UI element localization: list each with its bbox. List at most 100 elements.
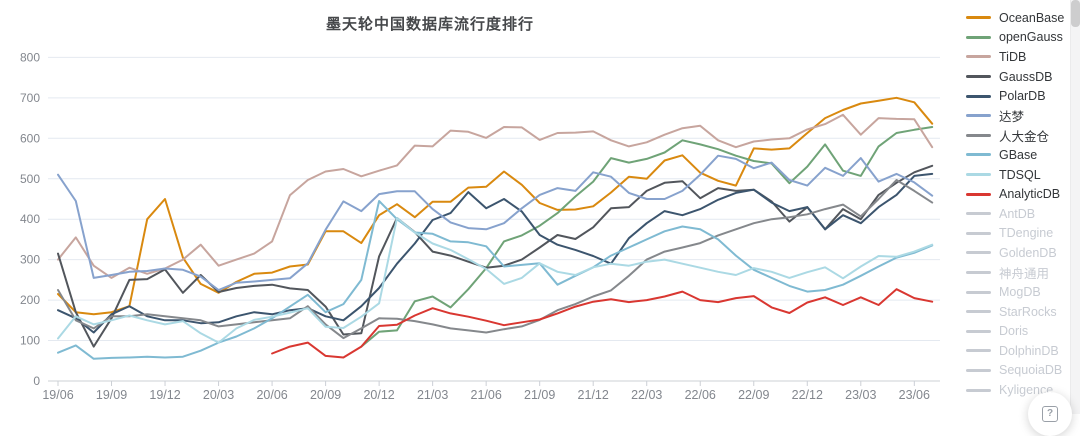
- x-axis-label: 23/06: [899, 388, 930, 402]
- scrollbar-thumb[interactable]: [1071, 0, 1080, 27]
- legend-label: MogDB: [999, 285, 1041, 300]
- legend-label: TiDB: [999, 49, 1027, 64]
- x-axis-label: 21/06: [471, 388, 502, 402]
- x-axis-label: 19/09: [96, 388, 127, 402]
- x-axis-label: 21/03: [417, 388, 448, 402]
- legend-swatch: [966, 251, 991, 255]
- y-axis-label: 400: [20, 212, 40, 226]
- chart-legend: OceanBase openGauss TiDB GaussDB PolarDB 达梦人大…: [966, 8, 1070, 400]
- help-shortcut-button[interactable]: ?: [1028, 392, 1072, 436]
- x-axis-label: 22/09: [738, 388, 769, 402]
- x-axis-label: 22/12: [792, 388, 823, 402]
- legend-item-DolphinDB[interactable]: DolphinDB: [966, 341, 1070, 361]
- legend-item-PolarDB[interactable]: PolarDB: [966, 86, 1070, 106]
- series-line-人大金仓[interactable]: [57, 179, 934, 340]
- legend-item-GaussDB[interactable]: GaussDB: [966, 67, 1070, 87]
- x-axis-label: 20/06: [256, 388, 287, 402]
- legend-item-GoldenDB[interactable]: GoldenDB: [966, 243, 1070, 263]
- legend-item-达梦[interactable]: 达梦: [966, 106, 1070, 126]
- legend-label: TDengine: [999, 226, 1054, 241]
- series-line-AnalyticDB[interactable]: [271, 288, 934, 359]
- legend-swatch: [966, 153, 991, 157]
- x-axis-label: 23/03: [845, 388, 876, 402]
- legend-item-TDSQL[interactable]: TDSQL: [966, 165, 1070, 185]
- legend-swatch: [966, 310, 991, 314]
- legend-label: 人大金仓: [999, 129, 1050, 144]
- legend-label: 神舟通用: [999, 267, 1050, 282]
- legend-swatch: [966, 329, 991, 333]
- legend-label: openGauss: [999, 30, 1063, 45]
- legend-item-TDengine[interactable]: TDengine: [966, 224, 1070, 244]
- legend-item-SequoiaDB[interactable]: SequoiaDB: [966, 361, 1070, 381]
- y-axis-label: 100: [20, 334, 40, 348]
- legend-label: PolarDB: [999, 89, 1046, 104]
- legend-swatch: [966, 368, 991, 372]
- series-line-达梦[interactable]: [57, 154, 934, 291]
- legend-item-openGauss[interactable]: openGauss: [966, 28, 1070, 48]
- y-axis-label: 700: [20, 91, 40, 105]
- legend-item-AnalyticDB[interactable]: AnalyticDB: [966, 184, 1070, 204]
- x-axis-label: 19/06: [42, 388, 73, 402]
- legend-swatch: [966, 16, 991, 20]
- legend-item-人大金仓[interactable]: 人大金仓: [966, 126, 1070, 146]
- legend-label: SequoiaDB: [999, 363, 1063, 378]
- series-line-TiDB[interactable]: [57, 113, 934, 279]
- x-axis-label: 20/12: [363, 388, 394, 402]
- legend-swatch: [966, 271, 991, 275]
- legend-swatch: [966, 133, 991, 137]
- legend-item-OceanBase[interactable]: OceanBase: [966, 8, 1070, 28]
- legend-label: OceanBase: [999, 10, 1065, 25]
- legend-item-神舟通用[interactable]: 神舟通用: [966, 263, 1070, 283]
- help-shortcut-icon: ?: [1042, 406, 1058, 422]
- chart-title: 墨天轮中国数据库流行度排行: [325, 16, 534, 33]
- legend-swatch: [966, 192, 991, 196]
- y-axis-label: 500: [20, 172, 40, 186]
- series-line-openGauss[interactable]: [360, 126, 934, 348]
- legend-swatch: [966, 75, 991, 79]
- x-axis-label: 20/03: [203, 388, 234, 402]
- legend-label: AnalyticDB: [999, 187, 1061, 202]
- legend-swatch: [966, 212, 991, 216]
- legend-item-StarRocks[interactable]: StarRocks: [966, 302, 1070, 322]
- legend-label: Doris: [999, 324, 1029, 339]
- x-axis-label: 21/12: [578, 388, 609, 402]
- series-line-PolarDB[interactable]: [57, 172, 934, 334]
- y-axis-label: 200: [20, 293, 40, 307]
- legend-label: GaussDB: [999, 69, 1053, 84]
- x-axis-label: 21/09: [524, 388, 555, 402]
- legend-swatch: [966, 349, 991, 353]
- x-axis-label: 19/12: [149, 388, 180, 402]
- legend-label: GBase: [999, 147, 1038, 162]
- scrollbar-track[interactable]: [1070, 0, 1080, 414]
- y-axis-label: 800: [20, 50, 40, 64]
- series-line-TDSQL[interactable]: [57, 217, 934, 344]
- line-chart-canvas[interactable]: 0 100 200 300 400 500 600 700 800 19/06 19/09 19/12…: [0, 0, 1080, 414]
- legend-label: DolphinDB: [999, 343, 1059, 358]
- y-axis-label: 300: [20, 253, 40, 267]
- legend-swatch: [966, 114, 991, 118]
- legend-label: StarRocks: [999, 304, 1057, 319]
- x-axis-label: 22/03: [631, 388, 662, 402]
- x-axis-label: 20/09: [310, 388, 341, 402]
- legend-swatch: [966, 35, 991, 39]
- series-line-OceanBase[interactable]: [57, 96, 934, 316]
- legend-item-AntDB[interactable]: AntDB: [966, 204, 1070, 224]
- legend-label: GoldenDB: [999, 245, 1057, 260]
- legend-item-Doris[interactable]: Doris: [966, 322, 1070, 342]
- y-axis-label: 0: [33, 374, 40, 388]
- legend-swatch: [966, 94, 991, 98]
- legend-swatch: [966, 290, 991, 294]
- legend-item-MogDB[interactable]: MogDB: [966, 282, 1070, 302]
- legend-item-GBase[interactable]: GBase: [966, 145, 1070, 165]
- legend-swatch: [966, 173, 991, 177]
- legend-swatch: [966, 55, 991, 59]
- legend-label: TDSQL: [999, 167, 1041, 182]
- series-line-GBase[interactable]: [57, 200, 934, 360]
- y-axis-label: 600: [20, 131, 40, 145]
- legend-label: 达梦: [999, 110, 1025, 125]
- legend-item-TiDB[interactable]: TiDB: [966, 47, 1070, 67]
- legend-swatch: [966, 231, 991, 235]
- x-axis-label: 22/06: [685, 388, 716, 402]
- legend-swatch: [966, 388, 991, 392]
- legend-label: AntDB: [999, 206, 1036, 221]
